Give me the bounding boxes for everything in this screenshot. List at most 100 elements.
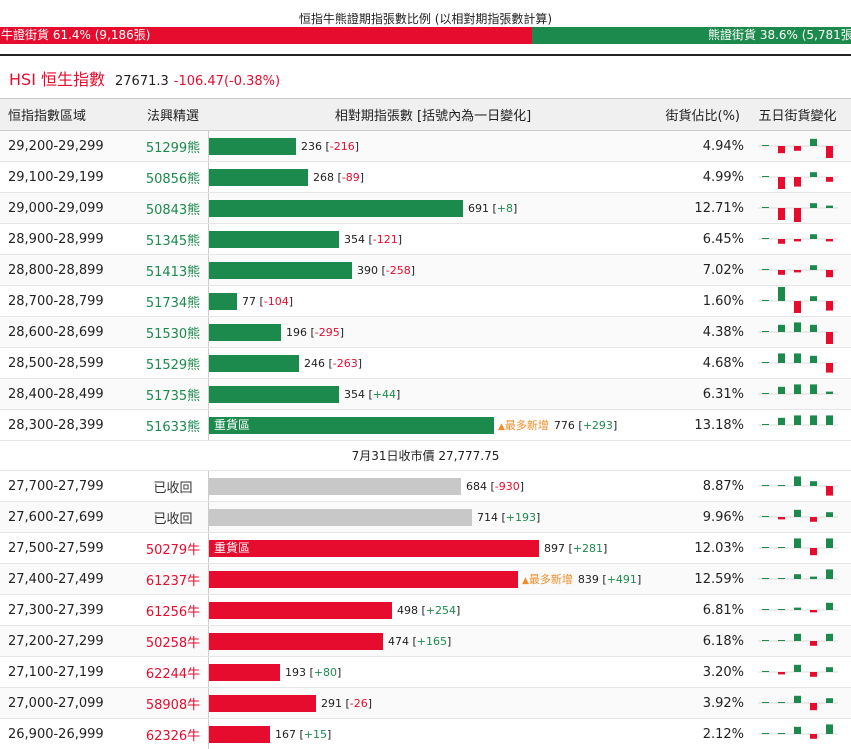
sparkline-bar xyxy=(809,203,817,208)
index-change: -106.47(-0.38%) xyxy=(173,74,281,89)
row-contracts-cell: 236 [-216] xyxy=(208,131,658,161)
sparkline-bar xyxy=(825,724,833,734)
row-contracts-cell: 474 [+165] xyxy=(208,626,658,656)
row-five-day-change xyxy=(744,317,851,347)
row-pick-link[interactable]: 50258牛 xyxy=(145,635,201,651)
row-range: 27,400-27,499 xyxy=(8,571,104,587)
most-added-note: ▲最多新增 xyxy=(522,571,573,587)
sparkline-bar xyxy=(761,578,769,579)
sparkline-bar xyxy=(761,269,769,270)
sparkline-bar xyxy=(777,417,785,425)
contracts-bar xyxy=(209,477,461,495)
row-range: 28,500-28,599 xyxy=(8,355,104,371)
row-pick-link[interactable]: 51734熊 xyxy=(145,295,201,311)
row-pick-link[interactable]: 61256牛 xyxy=(145,604,201,620)
sparkline-bar xyxy=(825,146,833,158)
row-pick-link[interactable]: 50856熊 xyxy=(145,171,201,187)
contracts-value: 498 [+254] xyxy=(397,603,461,617)
row-contracts-cell: 重貨區 897 [+281] xyxy=(208,533,658,563)
five-day-sparkline xyxy=(757,538,838,556)
row-five-day-change xyxy=(744,379,851,409)
daily-change: +293 xyxy=(582,418,613,432)
index-name[interactable]: HSI 恒生指數 xyxy=(9,70,105,89)
row-five-day-change xyxy=(744,564,851,594)
daily-change: -263 xyxy=(332,356,358,370)
sparkline-bar xyxy=(825,602,833,610)
contracts-value: 684 [-930] xyxy=(466,479,525,493)
sparkline-bar xyxy=(777,208,785,220)
table-row: 28,300-28,399 51633熊 重貨區 ▲最多新增 776 [+293] 13.… xyxy=(0,410,851,441)
row-outstanding-pct: 3.20% xyxy=(702,664,744,680)
row-outstanding-pct: 6.81% xyxy=(702,602,744,618)
contracts-value: 354 [+44] xyxy=(344,387,401,401)
row-range: 27,500-27,599 xyxy=(8,540,104,556)
sparkline-bar xyxy=(793,574,801,579)
row-outstanding-pct: 6.45% xyxy=(702,231,744,247)
five-day-sparkline xyxy=(757,234,838,244)
row-pick-link[interactable]: 50279牛 xyxy=(145,542,201,558)
contracts-value: 193 [+80] xyxy=(285,665,342,679)
table-row: 28,800-28,899 51413熊 390 [-258] 7.02% xyxy=(0,255,851,286)
row-contracts-cell: 390 [-258] xyxy=(208,255,658,285)
row-pick-link[interactable]: 51529熊 xyxy=(145,357,201,373)
row-pick-link[interactable]: 51413熊 xyxy=(145,264,201,280)
row-outstanding-pct: 3.92% xyxy=(702,695,744,711)
bull-share-label: 牛證街貨 61.4% (9,186張) xyxy=(1,28,151,42)
sparkline-bar xyxy=(761,300,769,301)
sparkline-bar xyxy=(761,176,769,177)
row-pick-link[interactable]: 62244牛 xyxy=(145,666,201,682)
header-contracts: 相對期指張數 [括號內為一日變化] xyxy=(334,109,532,124)
row-outstanding-pct: 12.71% xyxy=(694,200,744,216)
contracts-value: 268 [-89] xyxy=(313,170,365,184)
contracts-bar xyxy=(209,168,308,186)
daily-change: +254 xyxy=(425,603,457,617)
five-day-sparkline xyxy=(757,724,838,739)
row-range: 29,100-29,199 xyxy=(8,169,104,185)
table-body: 29,200-29,299 51299熊 236 [-216] 4.94% 29,100… xyxy=(0,131,851,749)
sparkline-bar xyxy=(809,172,817,177)
row-pick-link[interactable]: 51735熊 xyxy=(145,388,201,404)
sparkline-bar xyxy=(777,702,785,703)
row-pick-link[interactable]: 62326牛 xyxy=(145,728,201,744)
daily-change: -104 xyxy=(263,294,289,308)
sparkline-bar xyxy=(793,353,801,363)
sparkline-bar xyxy=(825,301,833,311)
contracts-bar xyxy=(209,292,237,310)
contracts-value: 77 [-104] xyxy=(242,294,294,308)
sparkline-bar xyxy=(809,576,817,579)
table-row: 27,000-27,099 58908牛 291 [-26] 3.92% xyxy=(0,688,851,719)
sparkline-bar xyxy=(761,331,769,332)
row-five-day-change xyxy=(744,193,851,223)
row-range: 28,600-28,699 xyxy=(8,324,104,340)
row-pick-link[interactable]: 51530熊 xyxy=(145,326,201,342)
sparkline-bar xyxy=(825,698,833,703)
sparkline-bar xyxy=(825,486,833,496)
row-range: 29,000-29,099 xyxy=(8,200,104,216)
row-contracts-cell: 77 [-104] xyxy=(208,286,658,316)
five-day-sparkline xyxy=(757,569,838,580)
row-contracts-cell: 354 [+44] xyxy=(208,379,658,409)
daily-change: +165 xyxy=(416,634,448,648)
row-pick-link[interactable]: 61237牛 xyxy=(145,573,201,589)
sparkline-bar xyxy=(777,609,785,610)
sparkline-bar xyxy=(809,703,817,711)
row-pick-link[interactable]: 51299熊 xyxy=(145,140,201,156)
row-range: 27,600-27,699 xyxy=(8,509,104,525)
five-day-sparkline xyxy=(757,633,838,646)
row-pick-link[interactable]: 58908牛 xyxy=(145,697,201,713)
sparkline-bar xyxy=(761,424,769,425)
contracts-bar: 重貨區 xyxy=(209,416,494,434)
row-range: 27,700-27,799 xyxy=(8,478,104,494)
table-row: 29,000-29,099 50843熊 691 [+8] 12.71% xyxy=(0,193,851,224)
row-pick-link[interactable]: 50843熊 xyxy=(145,202,201,218)
row-pick-link[interactable]: 51345熊 xyxy=(145,233,201,249)
row-five-day-change xyxy=(744,162,851,192)
table-row: 28,600-28,699 51530熊 196 [-295] 4.38% xyxy=(0,317,851,348)
row-range: 27,200-27,299 xyxy=(8,633,104,649)
row-five-day-change xyxy=(744,657,851,687)
sparkline-bar xyxy=(761,145,769,146)
daily-change: -295 xyxy=(314,325,340,339)
row-five-day-change xyxy=(744,533,851,563)
row-contracts-cell: 重貨區 ▲最多新增 776 [+293] xyxy=(208,410,658,440)
row-pick-link[interactable]: 51633熊 xyxy=(145,419,201,435)
